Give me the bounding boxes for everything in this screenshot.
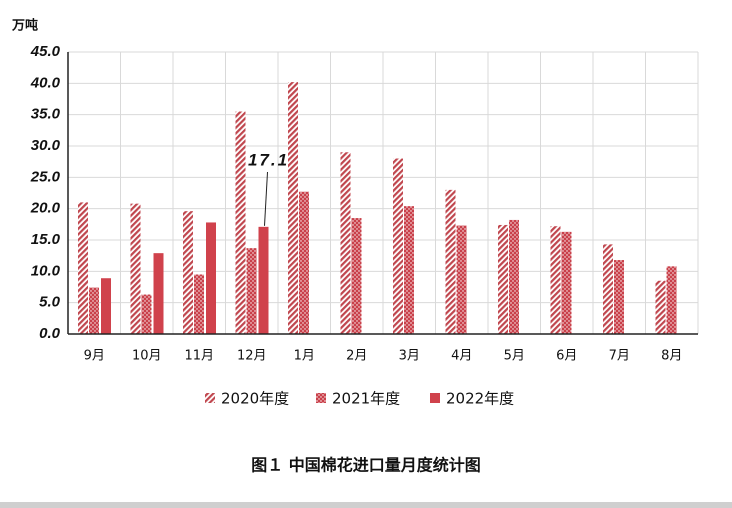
bar <box>340 152 351 334</box>
legend-label: 2022年度 <box>446 390 514 408</box>
bar <box>78 202 88 334</box>
y-tick-label: 20.0 <box>30 200 61 217</box>
x-tick-label: 12月 <box>237 349 267 364</box>
x-tick-label: 5月 <box>504 349 525 364</box>
bar <box>561 231 572 334</box>
y-tick-label: 45.0 <box>30 43 61 60</box>
y-tick-label: 5.0 <box>39 294 61 311</box>
y-tick-label: 40.0 <box>30 74 61 91</box>
legend-swatch <box>205 393 215 403</box>
bar <box>655 280 666 334</box>
y-tick-label: 30.0 <box>31 137 61 154</box>
x-tick-label: 3月 <box>399 349 420 364</box>
bar <box>666 266 677 334</box>
bar <box>351 218 362 334</box>
caption: 图１ 中国棉花进口量月度统计图 <box>251 456 481 475</box>
legend-label: 2020年度 <box>221 390 289 408</box>
x-tick-label: 2月 <box>346 349 367 364</box>
x-tick-label: 4月 <box>451 349 472 364</box>
bar <box>445 189 456 334</box>
bottom-bar <box>0 502 732 508</box>
bar <box>183 211 193 334</box>
y-axis-label: 万吨 <box>11 18 38 34</box>
y-tick-label: 15.0 <box>31 231 61 248</box>
y-tick-label: 0.0 <box>39 325 61 342</box>
x-tick-label: 6月 <box>556 349 577 364</box>
annotation-label: 17.1 <box>248 150 289 169</box>
bar <box>404 206 414 334</box>
y-tick-label: 35.0 <box>31 106 61 123</box>
bar <box>603 244 613 334</box>
bar <box>498 224 508 334</box>
y-tick-label: 25.0 <box>30 168 61 185</box>
bar <box>550 226 561 334</box>
x-tick-label: 8月 <box>661 349 682 364</box>
x-tick-label: 9月 <box>84 349 105 364</box>
legend-swatch <box>430 393 440 403</box>
bar <box>153 253 164 334</box>
bar <box>299 191 309 334</box>
annotation-line <box>264 171 268 226</box>
legend-label: 2021年度 <box>332 390 400 408</box>
bar <box>614 260 624 334</box>
bar <box>509 219 519 334</box>
bar <box>206 222 216 334</box>
bar <box>393 158 403 334</box>
y-tick-label: 10.0 <box>31 262 61 279</box>
bar <box>258 226 269 334</box>
bar <box>130 203 141 334</box>
x-tick-label: 11月 <box>184 349 214 364</box>
bar <box>246 248 257 334</box>
x-tick-label: 1月 <box>294 349 315 364</box>
bar <box>456 225 467 334</box>
bar <box>235 111 246 335</box>
bar <box>101 278 111 334</box>
bar <box>288 82 298 334</box>
bar <box>141 294 152 334</box>
x-tick-label: 7月 <box>609 349 630 364</box>
legend-swatch <box>316 393 326 403</box>
bar <box>194 274 204 334</box>
x-tick-label: 10月 <box>132 349 162 364</box>
bar <box>89 287 99 334</box>
